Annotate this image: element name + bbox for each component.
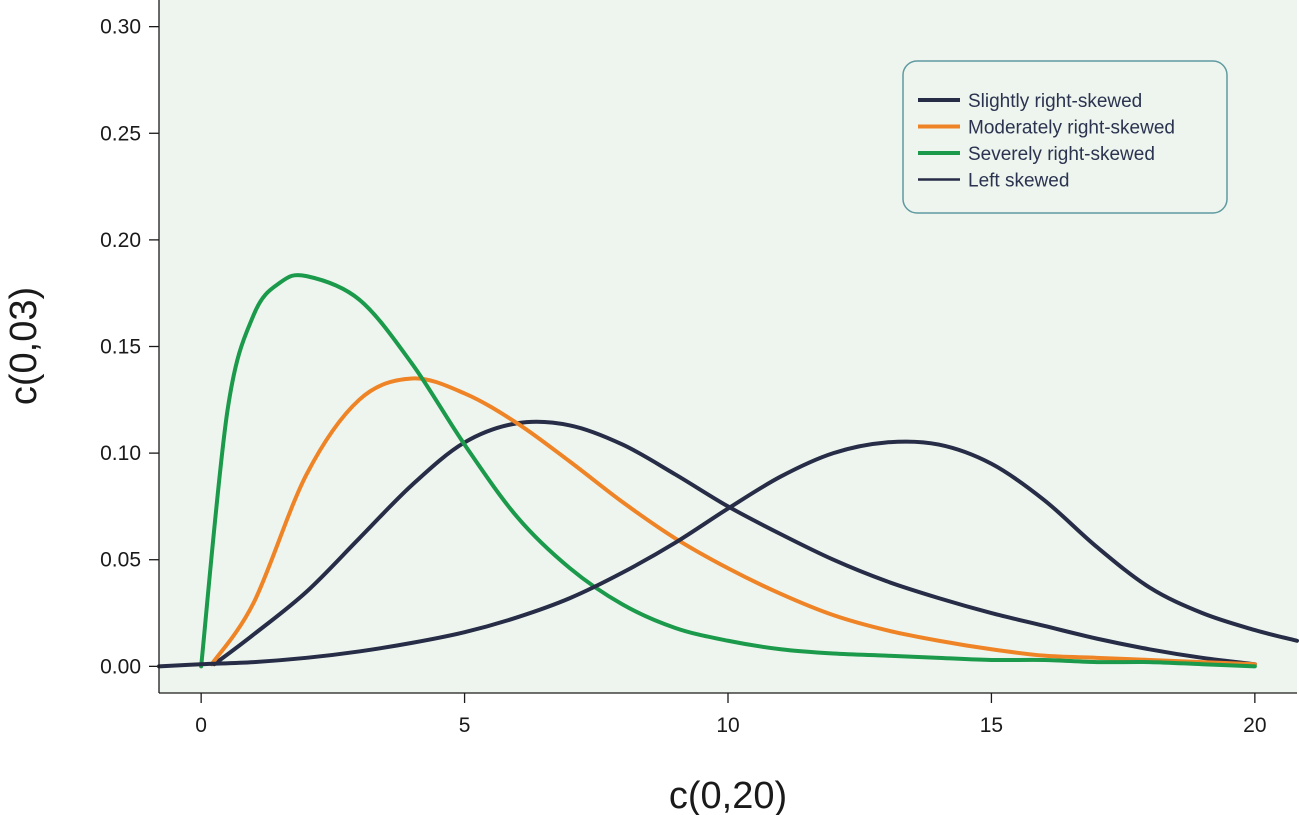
series-line-slightly-right-skewed	[212, 419, 1257, 667]
y-tick-label: 0.30	[100, 16, 141, 39]
legend-label-slightly-right-skewed: Slightly right-skewed	[968, 91, 1142, 112]
x-tick-label: 5	[459, 714, 471, 737]
legend-box	[902, 60, 1228, 214]
y-axis-ticks: 0.00 0.05 0.10 0.15 0.20 0.25 0.30	[100, 16, 159, 678]
x-axis-title: c(0,20)	[669, 775, 787, 815]
x-tick-label: 20	[1243, 714, 1266, 737]
y-tick-label: 0.00	[100, 655, 141, 678]
series-lines	[157, 273, 1299, 669]
series-line-severely-right-skewed	[199, 273, 1257, 669]
legend-label-moderately-right-skewed: Moderately right-skewed	[968, 118, 1175, 139]
legend: Slightly right-skewed Moderately right-sk…	[902, 60, 1228, 214]
y-tick-label: 0.10	[100, 442, 141, 465]
x-axis-ticks: 0 5 10 15 20	[195, 693, 1267, 737]
y-tick-label: 0.20	[100, 229, 141, 252]
y-tick-label: 0.25	[100, 122, 141, 145]
legend-items: Slightly right-skewed Moderately right-sk…	[918, 91, 1175, 192]
series-line-left-skewed	[157, 439, 1299, 669]
legend-label-severely-right-skewed: Severely right-skewed	[968, 144, 1155, 165]
x-tick-label: 15	[980, 714, 1003, 737]
x-tick-label: 0	[195, 714, 207, 737]
legend-label-left-skewed: Left skewed	[968, 171, 1069, 192]
y-tick-label: 0.15	[100, 336, 141, 359]
series-line-moderately-right-skewed	[209, 376, 1257, 667]
y-tick-label: 0.05	[100, 549, 141, 572]
x-tick-label: 10	[716, 714, 739, 737]
y-axis-title: c(0,03)	[3, 287, 45, 405]
